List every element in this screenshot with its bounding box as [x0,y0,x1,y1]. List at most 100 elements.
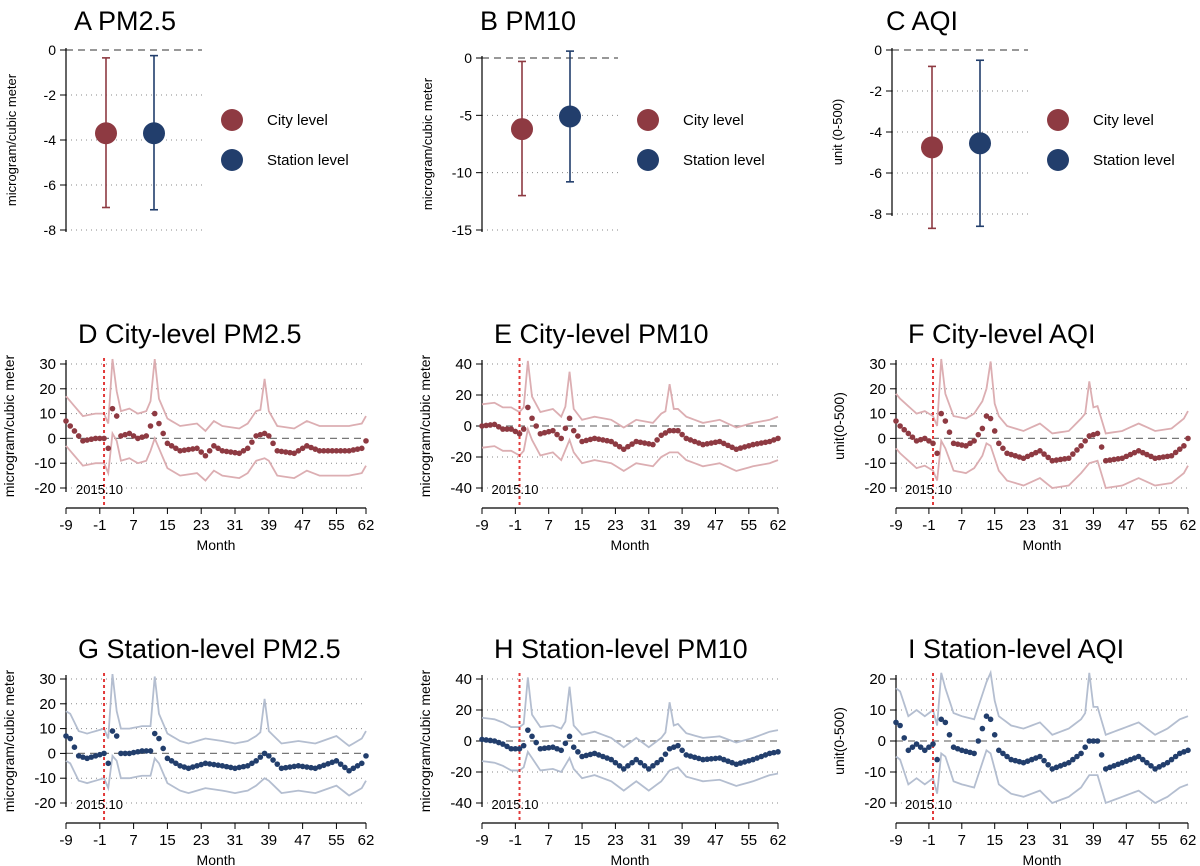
data-point [181,447,188,453]
data-point [533,423,539,429]
data-point [716,438,723,445]
data-point [996,747,1002,754]
data-point [350,765,357,772]
data-point [151,730,158,737]
data-point [662,751,669,757]
x-tick-label: 23 [1019,517,1036,534]
data-point [987,716,994,723]
data-point [675,427,681,434]
data-point [67,423,74,429]
data-point [84,437,90,443]
point-estimate [969,132,991,155]
data-point [679,747,685,754]
data-point [1094,738,1101,744]
data-point [645,766,652,772]
y-tick-label: 0 [878,430,886,447]
data-point [299,445,306,452]
data-point [278,765,285,772]
data-point [545,744,552,751]
data-point [600,437,606,443]
data-point [101,750,107,757]
x-tick-label: 23 [607,517,624,534]
data-point [629,759,635,766]
y-tick-label: -10 [34,455,56,472]
legend-label: City level [683,112,744,129]
data-point [679,431,685,438]
legend-label: Station level [1093,152,1175,169]
ci-lower-line [481,425,779,473]
data-point [529,415,535,422]
x-axis-label: Month [611,537,650,553]
data-point [160,745,166,752]
y-axis-label: unit(0-500) [831,707,847,775]
data-point [1070,451,1076,457]
data-point [1115,456,1121,462]
data-point [666,427,673,434]
data-point [1065,759,1072,766]
x-tick-label: 31 [640,832,657,849]
y-tick-label: 0 [874,42,882,58]
x-tick-label: -9 [889,832,902,849]
data-point [177,448,183,454]
data-point [308,764,314,771]
data-point [291,763,297,770]
x-tick-label: 39 [674,832,691,849]
panel-title: A PM2.5 [74,6,176,36]
data-point [308,444,314,451]
data-point [512,428,519,435]
data-point [185,446,192,453]
data-point [491,421,498,428]
data-point [211,443,217,449]
data-point [206,448,213,454]
data-point [570,744,577,750]
y-tick-label: 0 [48,430,56,447]
data-point [938,716,945,723]
panel-D: D City-level PM2.5 30 20 10 0 -10 -20 -9 -1 7 15 23… [1,319,374,553]
data-point [249,439,255,445]
data-point [219,763,226,769]
data-point [304,443,310,449]
y-axis-label: microgram/cubic meter [420,77,435,210]
y-tick-label: 30 [39,671,56,688]
data-point [905,747,912,754]
x-tick-label: 7 [129,832,137,849]
data-point [1164,453,1171,460]
y-axis-label: microgram/cubic meter [417,669,433,812]
data-point [88,754,95,760]
data-point [232,449,238,456]
y-tick-label: -5 [460,107,473,123]
data-point [1082,744,1088,750]
event-label: 2015.10 [905,797,952,812]
data-point [1160,454,1167,460]
x-tick-label: 7 [545,517,553,534]
data-point [1061,456,1068,462]
data-point [122,431,128,438]
data-point [775,435,781,442]
data-point [533,739,539,746]
data-point [1098,444,1105,450]
x-tick-label: 31 [227,832,244,849]
data-point [570,427,577,434]
data-point [645,441,652,447]
panel-title: B PM10 [480,6,576,36]
data-point [189,764,196,770]
data-point [206,761,213,767]
data-point [500,741,506,747]
x-tick-label: -9 [889,517,902,534]
data-point [897,722,903,729]
data-point [729,444,735,451]
y-tick-label: -6 [44,177,57,193]
data-point [261,750,268,757]
data-point [118,433,124,439]
point-estimate [95,122,117,145]
data-point [971,750,977,757]
data-point [337,761,344,767]
data-point [270,757,276,763]
data-point [921,435,928,442]
x-tick-label: 47 [1118,517,1135,534]
data-point [921,747,928,754]
x-tick-label: 47 [1118,832,1135,849]
x-tick-label: 47 [294,832,311,849]
data-point [312,765,319,772]
data-point [700,756,706,763]
